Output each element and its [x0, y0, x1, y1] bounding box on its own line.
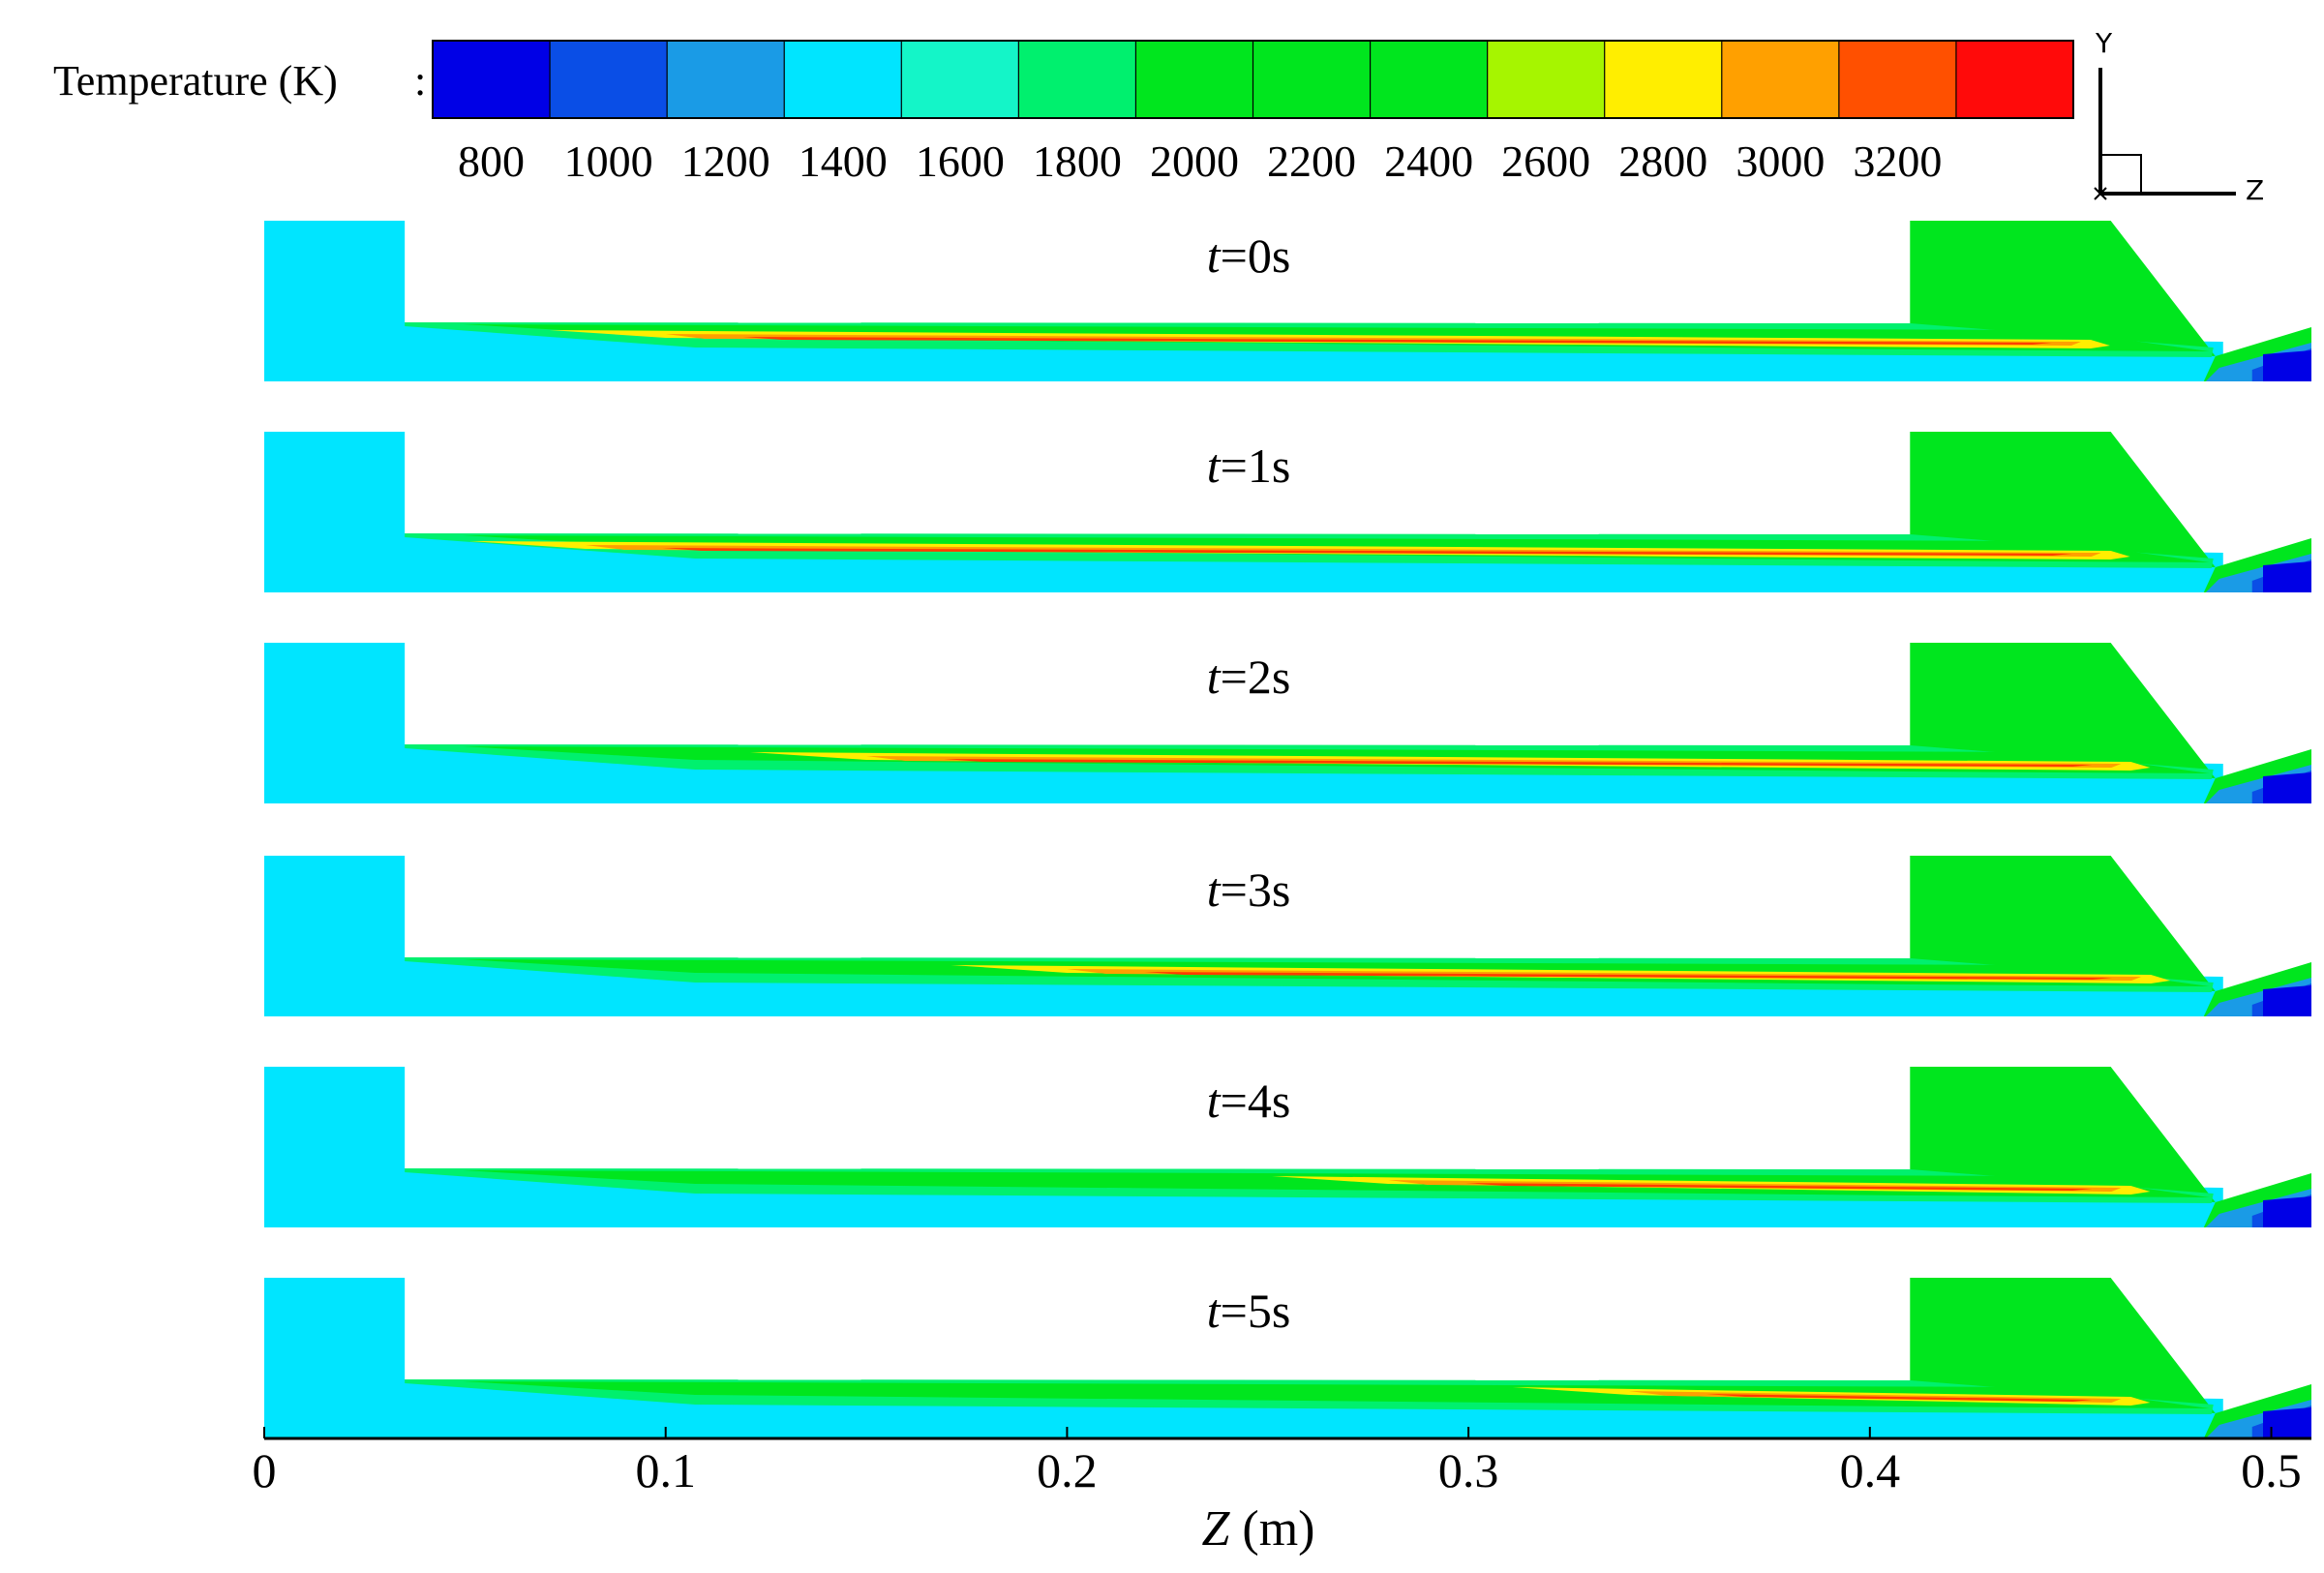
outlet-block-region [1910, 856, 2216, 991]
colorbar-tick-label: 2800 [1618, 136, 1708, 186]
panel-title-1: t=1s [1206, 439, 1291, 493]
outlet-block-region [1910, 1067, 2216, 1202]
flame-envelope-inner [463, 1381, 2210, 1408]
nozzle-coldest-region [2263, 772, 2311, 803]
flame-peak-zone [662, 548, 2072, 556]
legend-title: Temperature (K) [53, 57, 338, 105]
nozzle-coldest-region [2263, 1196, 2311, 1227]
nozzle-coldest-region [2263, 1407, 2311, 1438]
x-tick-label: 0.1 [635, 1443, 696, 1497]
colorbar-segment-7 [1253, 41, 1372, 118]
flame-peak-zone [1465, 1183, 2093, 1191]
flame-peak-zone [742, 337, 2052, 345]
colorbar-tick-label: 1600 [915, 136, 1005, 186]
colorbar-segment-9 [1487, 41, 1606, 118]
colorbar-tick-label: 3200 [1853, 136, 1943, 186]
colorbar-segment-5 [1018, 41, 1136, 118]
contour-panel-2 [264, 643, 2311, 803]
contour-panel-1 [264, 432, 2311, 592]
colorbar-tick-label: 3000 [1735, 136, 1826, 186]
x-tick-label: 0.4 [1839, 1443, 1901, 1497]
colorbar-segment-6 [1135, 41, 1253, 118]
flame-peak-zone [944, 759, 2093, 767]
colorbar-segment-13 [1955, 41, 2074, 118]
colorbar-tick-label: 1400 [798, 136, 888, 186]
colorbar-segment-4 [901, 41, 1019, 118]
flame-envelope-inner [463, 1170, 2210, 1197]
panel-title-5: t=5s [1206, 1284, 1291, 1338]
colorbar-tick-label: 1800 [1032, 136, 1122, 186]
colorbar-segment-12 [1838, 41, 1957, 118]
colorbar-frame [432, 40, 2074, 119]
nozzle-coldest-region [2263, 985, 2311, 1016]
panel-title-3: t=3s [1206, 862, 1291, 917]
nozzle-coldest-region [2263, 561, 2311, 592]
contour-panel-4 [264, 1067, 2311, 1227]
colorbar-segment-2 [667, 41, 785, 118]
flame-peak-zone [1144, 972, 2113, 980]
axis-triad-icon [2094, 68, 2236, 200]
colorbar-segment-11 [1721, 41, 1840, 118]
colorbar-tick-label: 2400 [1384, 136, 1474, 186]
axis-y-letter: Y [2096, 27, 2113, 59]
contour-panel-0 [264, 221, 2311, 381]
outlet-block-region [1910, 221, 2216, 356]
colorbar-tick-label: 2000 [1149, 136, 1239, 186]
colorbar-tick-label: 2200 [1267, 136, 1357, 186]
x-tick-label: 0.3 [1437, 1443, 1499, 1497]
colorbar-tick-label: 2600 [1501, 136, 1591, 186]
outlet-block-region [1910, 643, 2216, 778]
x-tick-label: 0.5 [2241, 1443, 2302, 1497]
colorbar-tick-label: 1000 [563, 136, 653, 186]
panel-title-2: t=2s [1206, 650, 1291, 704]
colorbar [432, 40, 2074, 119]
colorbar-tick-label: 1200 [680, 136, 770, 186]
colorbar-segment-0 [433, 41, 551, 118]
outlet-block-region [1910, 1278, 2216, 1413]
panel-title-4: t=4s [1206, 1074, 1291, 1128]
colorbar-segment-3 [784, 41, 902, 118]
colorbar-segment-8 [1370, 41, 1489, 118]
outlet-block-region [1910, 432, 2216, 567]
x-tick-label: 0 [252, 1443, 277, 1497]
nozzle-coldest-region [2263, 350, 2311, 381]
panel-title-0: t=0s [1206, 228, 1291, 283]
x-axis-label: Z (m) [1201, 1501, 1315, 1557]
colorbar-segment-10 [1604, 41, 1723, 118]
colorbar-segment-1 [550, 41, 668, 118]
colorbar-tick-label: 800 [458, 136, 526, 186]
contour-panel-3 [264, 856, 2311, 1016]
legend-separator: : [414, 57, 427, 105]
flame-peak-zone [1706, 1394, 2093, 1402]
contour-panel-5 [264, 1278, 2311, 1440]
x-tick-label: 0.2 [1037, 1443, 1098, 1497]
axis-z-letter: Z [2246, 174, 2265, 206]
